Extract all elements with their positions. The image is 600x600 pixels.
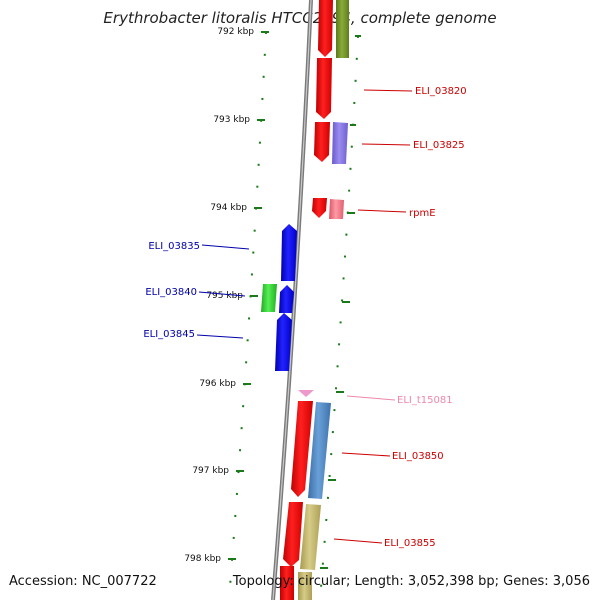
- gene-feature-ELI_03845[interactable]: [275, 313, 292, 371]
- gene-feature-ELI_03855-red[interactable]: [283, 502, 303, 567]
- genome-title: Erythrobacter litoralis HTCC2594, comple…: [103, 9, 497, 27]
- genome-axis-highlight: [272, 0, 312, 600]
- gene-feature-top-red[interactable]: [318, 0, 333, 57]
- tick-label: 793 kbp: [213, 115, 250, 125]
- tick-792: 792 kbp: [217, 27, 269, 37]
- gene-label-text: ELI_03825: [413, 140, 465, 151]
- tick-796: 796 kbp: [199, 379, 251, 389]
- tick-794: 794 kbp: [210, 203, 262, 213]
- gene-label-text: ELI_03820: [415, 86, 467, 97]
- gene-feature-ELI_03825-purple[interactable]: [332, 122, 348, 164]
- gene-feature-ELI_03825-red[interactable]: [314, 122, 330, 162]
- tick-795: 795 kbp: [206, 291, 258, 301]
- gene-label-text: ELI_03845: [143, 329, 195, 340]
- gene-label-ELI_03850[interactable]: ELI_03850: [341, 451, 444, 462]
- tick-label: 797 kbp: [192, 466, 229, 476]
- gene-feature-ELI_t15081[interactable]: [298, 390, 314, 397]
- gene-feature-rpmE-pink[interactable]: [329, 199, 344, 219]
- gene-label-ELI_03835[interactable]: ELI_03835: [148, 241, 250, 252]
- gene-label-text: ELI_03840: [145, 287, 197, 298]
- gene-label-text: ELI_t15081: [397, 395, 453, 406]
- tick-label: 795 kbp: [206, 291, 243, 301]
- gene-feature-ELI_03840-green[interactable]: [261, 284, 277, 312]
- gene-label-ELI_t15081[interactable]: ELI_t15081: [346, 395, 453, 406]
- tick-793: 793 kbp: [213, 115, 265, 125]
- tick-label: 796 kbp: [199, 379, 236, 389]
- gene-feature-top-olive[interactable]: [336, 0, 349, 58]
- gene-feature-ELI_03850-red[interactable]: [291, 401, 313, 497]
- gene-label-text: ELI_03855: [384, 538, 436, 549]
- gene-label-ELI_03855[interactable]: ELI_03855: [333, 538, 436, 549]
- gene-feature-rpmE-red[interactable]: [312, 198, 327, 218]
- gene-label-text: ELI_03835: [148, 241, 200, 252]
- tick-label: 794 kbp: [210, 203, 247, 213]
- gene-label-text: ELI_03850: [392, 451, 444, 462]
- tick-798: 798 kbp: [184, 554, 236, 564]
- topology-text: Topology: circular; Length: 3,052,398 bp…: [232, 574, 590, 589]
- gene-feature-bottom-khaki[interactable]: [298, 572, 312, 600]
- gene-label-ELI_03845[interactable]: ELI_03845: [143, 329, 244, 340]
- scale-track-right: [319, 35, 359, 600]
- gene-feature-ELI_03835[interactable]: [281, 224, 297, 281]
- tick-label: 792 kbp: [217, 27, 254, 37]
- tick-label: 798 kbp: [184, 554, 221, 564]
- gene-feature-bottom-red[interactable]: [280, 566, 294, 600]
- tick-797: 797 kbp: [192, 466, 244, 476]
- gene-feature-ELI_03855-khaki[interactable]: [300, 504, 321, 570]
- accession-text: Accession: NC_007722: [9, 574, 157, 589]
- gene-label-ELI_03820[interactable]: ELI_03820: [363, 86, 467, 97]
- gene-label-ELI_03840[interactable]: ELI_03840: [145, 287, 246, 298]
- gene-label-rpmE[interactable]: rpmE: [357, 208, 436, 219]
- scale-ticks-right: [320, 35, 361, 569]
- gene-feature-ELI_03820[interactable]: [316, 58, 332, 119]
- gene-feature-ELI_03840-blue[interactable]: [279, 285, 294, 313]
- gene-feature-ELI_03850-steel[interactable]: [308, 402, 331, 499]
- gene-label-ELI_03825[interactable]: ELI_03825: [361, 140, 465, 151]
- gene-label-text: rpmE: [409, 208, 436, 219]
